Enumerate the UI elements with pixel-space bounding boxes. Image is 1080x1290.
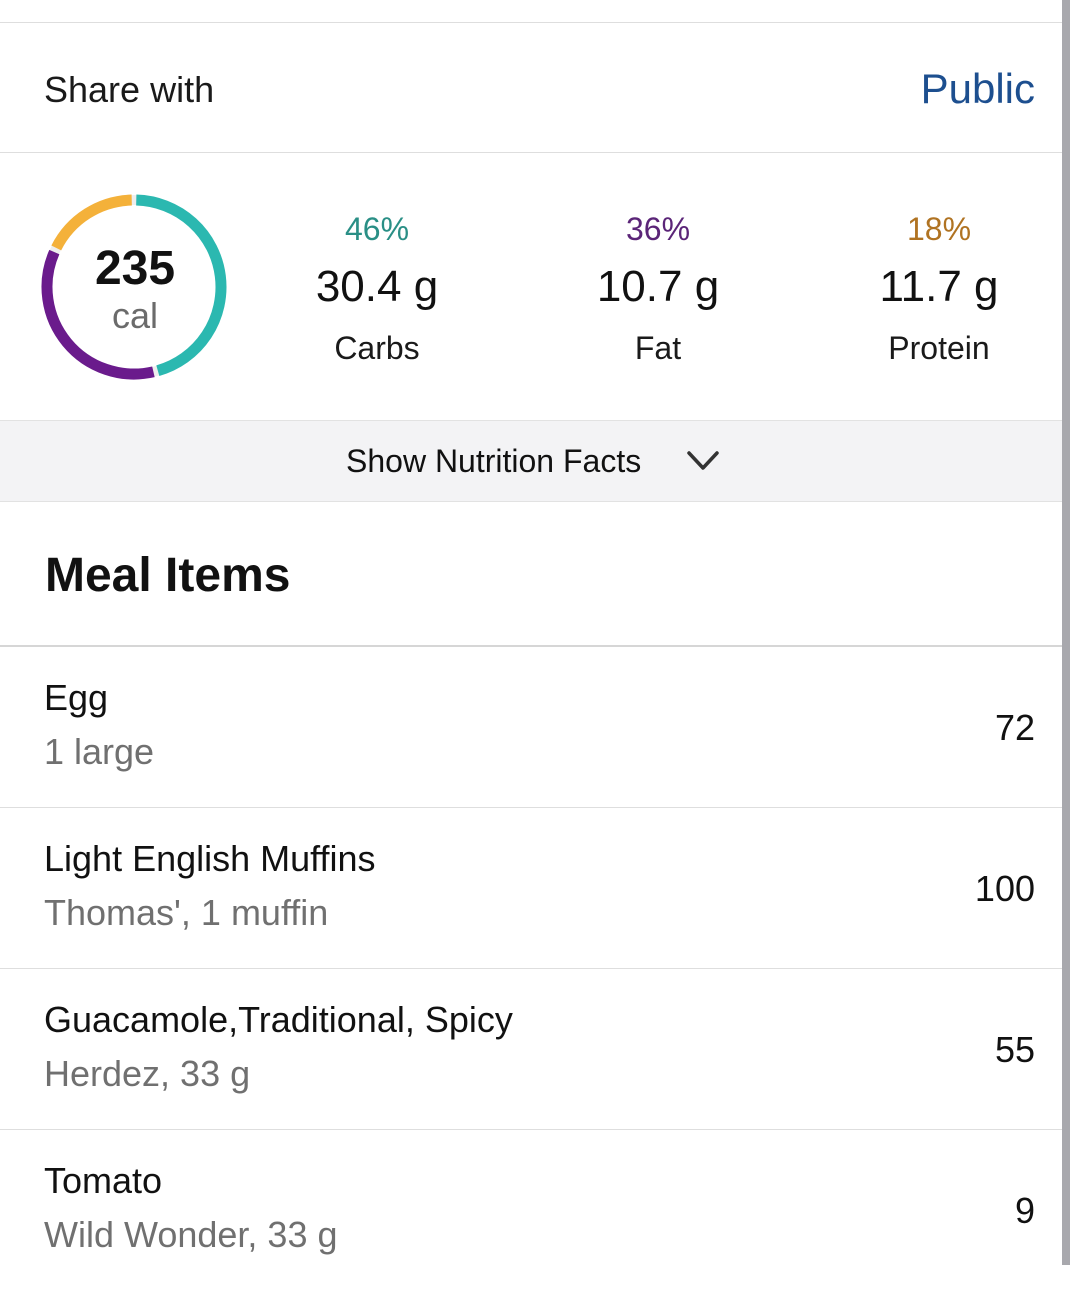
protein-label: Protein	[888, 330, 990, 366]
meal-item-calories: 55	[994, 1029, 1035, 1070]
ring-segment-protein	[51, 194, 133, 251]
fat-grams: 10.7 g	[596, 262, 720, 311]
chevron-down-icon	[687, 451, 719, 470]
share-visibility-value[interactable]: Public	[920, 65, 1035, 112]
total-calories: 235	[94, 242, 176, 295]
show-nutrition-facts-label: Show Nutrition Facts	[346, 443, 642, 479]
carbs-label: Carbs	[334, 330, 420, 366]
macro-summary: 235 cal 46% 30.4 g Carbs 36% 10.7 g Fat …	[0, 153, 1065, 419]
macro-fat: 36% 10.7 g Fat	[558, 211, 758, 367]
protein-percent: 18%	[906, 211, 972, 247]
meal-item-serving: 1 large	[44, 731, 155, 772]
meal-item-row[interactable]: Guacamole,Traditional, Spicy Herdez, 33 …	[0, 969, 1065, 1130]
fat-percent: 36%	[625, 211, 691, 247]
meal-items-heading: Meal Items	[45, 549, 291, 602]
ring-segment-fat	[41, 249, 155, 380]
meal-item-serving: Wild Wonder, 33 g	[44, 1214, 338, 1255]
calories-unit: cal	[111, 295, 159, 336]
section-divider	[0, 645, 1065, 647]
top-divider	[0, 22, 1065, 23]
meal-item-name: Egg	[44, 677, 109, 718]
fat-label: Fat	[634, 330, 682, 366]
meal-item-name: Guacamole,Traditional, Spicy	[44, 999, 513, 1040]
meal-item-name: Light English Muffins	[44, 838, 376, 879]
share-with-row[interactable]: Share with Public	[0, 23, 1065, 153]
meal-item-row[interactable]: Tomato Wild Wonder, 33 g 9	[0, 1130, 1065, 1290]
share-with-label: Share with	[44, 69, 215, 110]
meal-item-serving: Thomas', 1 muffin	[44, 892, 329, 933]
ring-segment-carbs	[136, 194, 227, 376]
macro-protein: 18% 11.7 g Protein	[839, 211, 1039, 367]
protein-grams: 11.7 g	[879, 262, 999, 311]
show-nutrition-facts-button[interactable]: Show Nutrition Facts	[0, 420, 1065, 502]
meal-item-name: Tomato	[44, 1160, 163, 1201]
carbs-percent: 46%	[344, 211, 410, 247]
meal-item-row[interactable]: Light English Muffins Thomas', 1 muffin …	[0, 808, 1065, 969]
meal-item-serving: Herdez, 33 g	[44, 1053, 251, 1094]
meal-item-calories: 9	[1014, 1190, 1035, 1231]
meal-item-calories: 100	[974, 868, 1035, 909]
calorie-ring-chart	[41, 194, 227, 380]
macro-carbs: 46% 30.4 g Carbs	[277, 211, 477, 367]
meal-item-calories: 72	[994, 707, 1035, 748]
meal-item-row[interactable]: Egg 1 large 72	[0, 647, 1065, 808]
carbs-grams: 30.4 g	[315, 262, 439, 311]
scrollbar[interactable]	[1062, 0, 1070, 1265]
